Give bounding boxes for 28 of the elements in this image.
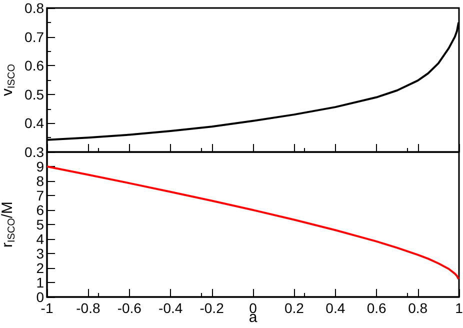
y-tick-label: 0	[36, 289, 44, 305]
x-tick-label: -0.4	[158, 300, 183, 316]
y-tick-label: 7	[36, 188, 44, 204]
y-tick-label: 0.7	[24, 28, 44, 45]
x-tick-label: -0.8	[76, 300, 100, 316]
y-tick-label: 0.8	[24, 0, 44, 16]
x-tick-label: 0.8	[408, 300, 428, 316]
y-tick-label: 1	[36, 274, 44, 290]
y-tick-label: 5	[36, 216, 44, 232]
y-tick-label: 0.6	[24, 58, 44, 74]
y-tick-label: 6	[36, 202, 44, 218]
y-tick-label: 4	[36, 231, 44, 247]
y-tick-label: 8	[36, 173, 44, 189]
y-tick-label: 9	[36, 158, 44, 174]
y-tick-label: 0.3	[24, 144, 44, 160]
y-tick-label: 0.5	[24, 86, 44, 102]
x-tick-label: 0.2	[284, 300, 304, 316]
x-tick-label: 0.6	[366, 300, 387, 316]
x-tick-label: 1	[455, 300, 463, 316]
y-tick-label: 0.4	[24, 115, 44, 132]
x-tick-label: 0.4	[326, 300, 346, 316]
y-axis-title: vISCO	[0, 64, 18, 96]
x-tick-label: -0.2	[200, 300, 224, 316]
y-tick-label: 3	[36, 246, 44, 262]
x-tick-label: -0.6	[117, 300, 142, 316]
line-series	[46, 166, 460, 280]
y-tick-label: 2	[36, 260, 44, 276]
y-axis-title: rISCO/M	[0, 201, 18, 248]
